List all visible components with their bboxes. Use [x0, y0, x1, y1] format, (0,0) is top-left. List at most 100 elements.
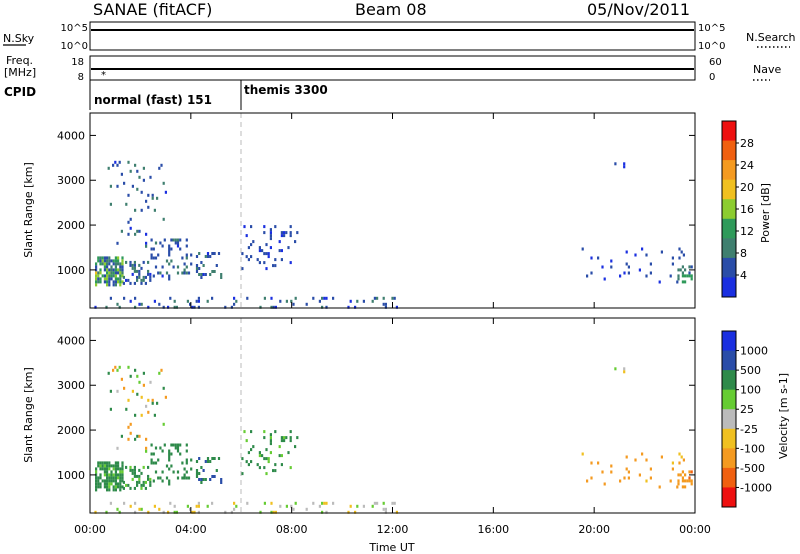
cpid-label: CPID: [4, 85, 36, 99]
scatter-cell: [263, 457, 266, 461]
scatter-cell: [206, 504, 209, 508]
scatter-cell: [112, 488, 115, 492]
scatter-cell: [274, 264, 277, 268]
scatter-cell: [163, 238, 166, 242]
scatter-cell: [121, 476, 124, 480]
scatter-cell: [121, 470, 124, 474]
scatter-cell: [112, 163, 115, 167]
scatter-cell: [183, 473, 186, 477]
scatter-cell: [159, 271, 162, 275]
scatter-cell: [95, 262, 98, 266]
scatter-cell: [133, 474, 136, 478]
scatter-cell: [116, 302, 119, 306]
scatter-cell: [99, 259, 102, 263]
scatter-cell: [627, 476, 630, 480]
scatter-cell: [597, 461, 600, 465]
scatter-cell: [103, 482, 106, 486]
scatter-cell: [220, 273, 223, 276]
scatter-cell: [136, 374, 139, 378]
scatter-cell: [233, 507, 236, 511]
scatter-cell: [145, 232, 148, 236]
scatter-cell: [233, 302, 236, 306]
scatter-cell: [601, 265, 604, 269]
scatter-cell: [269, 442, 272, 446]
colorbar-tick-label: 24: [740, 159, 754, 172]
scatter-cell: [103, 274, 106, 278]
scatter-cell: [103, 485, 106, 489]
scatter-cell: [159, 241, 162, 245]
scatter-cell: [684, 274, 687, 278]
scatter-cell: [610, 470, 613, 474]
scatter-cell: [176, 241, 180, 245]
scatter-cell: [170, 464, 173, 468]
power-plot-background: [90, 113, 695, 308]
scatter-cell: [114, 365, 117, 369]
scatter-cell: [614, 162, 617, 166]
scatter-cell: [114, 283, 117, 287]
scatter-cell: [151, 398, 154, 402]
scatter-cell: [157, 476, 160, 480]
scatter-cell: [138, 229, 141, 233]
scatter-cell: [168, 455, 171, 459]
scatter-cell: [114, 274, 117, 278]
scatter-cell: [157, 271, 160, 275]
scatter-cell: [106, 265, 109, 269]
scatter-cell: [134, 208, 137, 212]
velocity-colorbar: 1000 500 100 25 -25 -100 -500 -1000: [721, 330, 772, 508]
scatter-cell: [105, 305, 108, 309]
colorbar-tick-label: -100: [740, 442, 765, 455]
scatter-cell: [134, 305, 137, 309]
scatter-cell: [168, 467, 171, 471]
colorbar-segment: [722, 350, 736, 371]
scatter-cell: [690, 479, 693, 483]
scatter-cell: [312, 501, 315, 505]
scatter-cell: [108, 485, 111, 489]
colorbar-tick-label: 25: [740, 403, 754, 416]
scatter-cell: [150, 443, 153, 447]
scatter-cell: [134, 163, 137, 167]
scatter-cell: [106, 464, 109, 468]
scatter-cell: [169, 501, 172, 505]
scatter-cell: [129, 422, 132, 426]
scatter-cell: [110, 271, 113, 275]
y-tick-label: 2000: [57, 424, 85, 437]
scatter-cell: [116, 368, 119, 372]
scatter-cell: [590, 271, 593, 275]
scatter-cell: [638, 268, 641, 272]
scatter-cell: [119, 470, 122, 474]
scatter-cell: [117, 277, 120, 281]
colorbar-frame: [721, 330, 737, 508]
scatter-cell: [121, 259, 124, 263]
scatter-cell: [114, 470, 117, 474]
colorbar-segment: [722, 179, 736, 200]
scatter-cell: [167, 510, 170, 514]
scatter-cell: [156, 196, 159, 200]
scatter-cell: [109, 296, 112, 300]
scatter-cell: [680, 455, 683, 459]
colorbar-segment: [722, 257, 736, 278]
scatter-cell: [114, 479, 117, 483]
scatter-cell: [157, 458, 160, 462]
scatter-cell: [103, 461, 106, 465]
scatter-cell: [144, 486, 147, 490]
scatter-cell: [649, 467, 652, 471]
scatter-cell: [114, 160, 117, 164]
scatter-cell: [165, 271, 169, 275]
scatter-cell: [258, 246, 261, 250]
scatter-cell: [289, 436, 292, 440]
scatter-cell: [272, 469, 275, 473]
scatter-cell: [127, 220, 130, 224]
scatter-cell: [119, 268, 122, 272]
scatter-cell: [103, 473, 106, 477]
scatter-cell: [224, 305, 227, 309]
scatter-cell: [103, 268, 106, 272]
colorbar-segment: [722, 467, 736, 488]
scatter-cell: [108, 476, 111, 480]
scatter-cell: [176, 238, 180, 242]
scatter-cell: [185, 458, 188, 462]
scatter-cell: [112, 464, 115, 468]
scatter-cell: [140, 281, 143, 285]
scatter-cell: [285, 231, 288, 235]
time-axis-label: Time UT: [368, 541, 414, 554]
x-tick-label: 12:00: [377, 523, 409, 536]
